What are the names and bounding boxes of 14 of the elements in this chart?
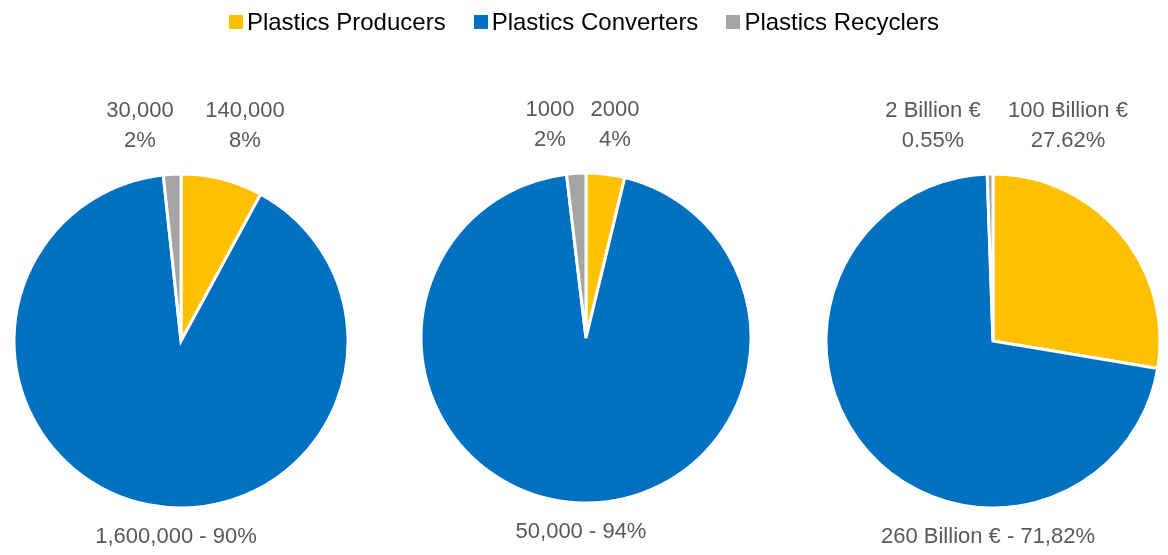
data-label: 2 Billion € 0.55% <box>885 97 981 152</box>
pie-slice <box>12 173 350 510</box>
data-label: 50,000 - 94% <box>515 518 647 543</box>
data-label: 2000 4% <box>590 96 640 151</box>
data-label: 30,000 2% <box>106 97 174 152</box>
data-label: 260 Billion € - 71,82% <box>880 523 1096 548</box>
data-label: 140,000 8% <box>205 97 285 152</box>
pie-slice <box>824 172 1160 510</box>
legend-label: Plastics Converters <box>491 8 699 36</box>
legend-label: Plastics Producers <box>246 8 446 36</box>
data-label: 1,600,000 - 90% <box>95 523 257 548</box>
data-label: 100 Billion € 27.62% <box>1008 97 1128 152</box>
data-label: 1000 2% <box>525 96 575 151</box>
legend-label: Plastics Recyclers <box>744 8 940 36</box>
